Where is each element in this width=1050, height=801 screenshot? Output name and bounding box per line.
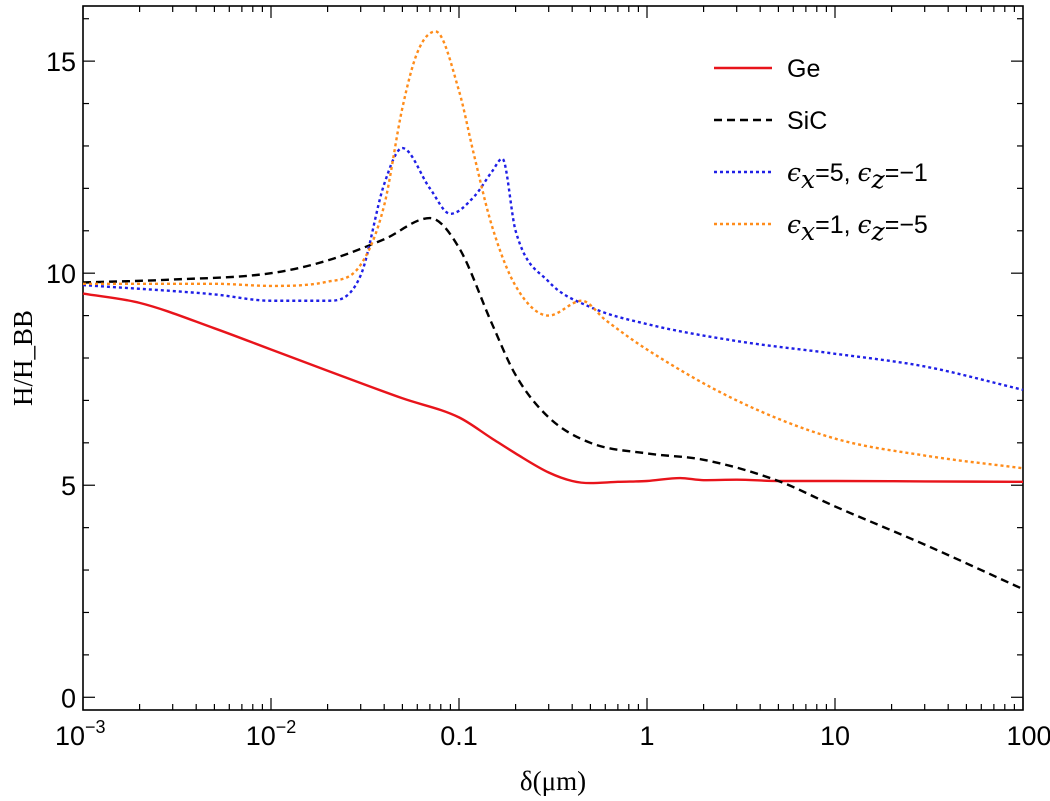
- x-tick-label: 1: [639, 721, 654, 751]
- legend-label-eps_x5_eps_z-1: ϵx=5, ϵz=−1: [787, 158, 928, 194]
- legend-label-SiC: SiC: [787, 107, 827, 135]
- axis-ticks: [82, 6, 1024, 710]
- y-tick-label: 10: [46, 259, 76, 289]
- x-tick-label: 10−2: [246, 717, 297, 751]
- series-line-eps_x5_eps_z-1: [82, 146, 1024, 391]
- y-tick-label: 0: [61, 683, 76, 713]
- series-group: [82, 30, 1024, 591]
- legend-label-Ge: Ge: [787, 55, 820, 83]
- y-tick-labels: 0 5 10 15: [46, 47, 76, 713]
- plot-frame: [82, 5, 1024, 711]
- x-axis-label: δ(μm): [520, 766, 586, 796]
- y-axis-label: H/H_BB: [8, 310, 38, 406]
- legend: Ge SiC ϵx=5, ϵz=−1 ϵx=1, ϵz=−5: [714, 55, 928, 246]
- x-tick-label: 10−3: [55, 717, 106, 751]
- x-tick-label: 10: [820, 721, 850, 751]
- y-tick-label: 5: [61, 471, 76, 501]
- x-tick-label: 100: [1006, 721, 1050, 751]
- y-tick-label: 15: [46, 47, 76, 77]
- legend-label-eps_x1_eps_z-5: ϵx=1, ϵz=−5: [787, 210, 928, 246]
- series-line-Ge: [82, 292, 1024, 485]
- x-tick-labels: 10−3 10−2 0.1 1 10 100: [55, 717, 1050, 751]
- series-line-SiC: [82, 216, 1024, 591]
- x-tick-label: 0.1: [440, 721, 478, 751]
- series-line-eps_x1_eps_z-5: [83, 30, 1024, 470]
